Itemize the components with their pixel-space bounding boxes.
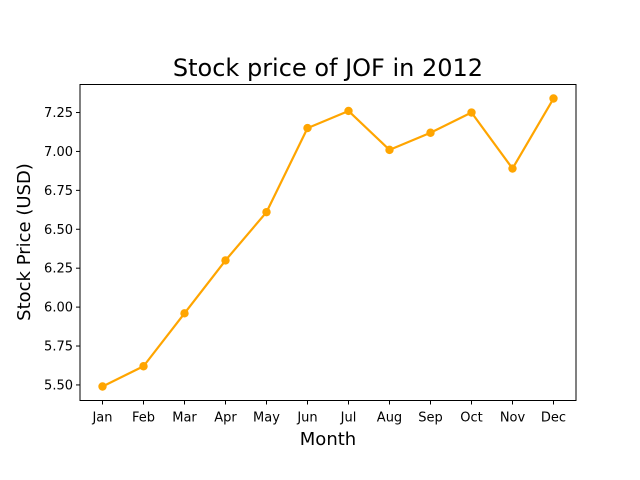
x-tick-label: Jan — [91, 411, 112, 426]
data-point-nov — [508, 164, 517, 173]
x-tick-label: Feb — [132, 411, 155, 426]
y-tick-label: 6.50 — [44, 223, 73, 238]
data-point-sep — [426, 128, 435, 137]
x-tick-label: Aug — [377, 411, 402, 426]
data-point-oct — [467, 108, 476, 117]
x-axis-ticks: Jan Feb Mar Apr May Jun Jul Aug Sep Oct Nov Dec — [91, 400, 566, 426]
data-point-jun — [303, 123, 312, 133]
y-tick-label: 6.25 — [44, 262, 73, 277]
data-point-aug — [385, 145, 394, 155]
plot-frame — [79, 84, 577, 401]
data-point-apr — [221, 256, 230, 265]
data-point-may — [262, 207, 271, 217]
y-tick-label: 5.75 — [44, 340, 73, 355]
x-axis-label: Month — [300, 429, 356, 450]
y-tick-label: 5.50 — [44, 378, 73, 393]
data-point-jul — [344, 106, 353, 116]
x-tick-label: Mar — [172, 411, 197, 426]
x-tick-label: Dec — [541, 411, 566, 426]
data-point-mar — [180, 309, 189, 318]
y-axis-label: Stock Price (USD) — [14, 163, 35, 321]
series-group — [98, 94, 558, 391]
y-axis-ticks: 5.50 5.75 6.00 6.25 6.50 6.75 7.00 7.25 — [44, 106, 80, 393]
y-tick-label: 6.00 — [44, 301, 73, 316]
x-tick-label: Jun — [296, 411, 317, 426]
chart-title: Stock price of JOF in 2012 — [173, 54, 483, 82]
y-tick-label: 7.00 — [44, 145, 73, 160]
data-point-jan — [98, 382, 107, 391]
x-tick-label: Jul — [340, 411, 357, 426]
x-tick-label: Sep — [418, 411, 443, 426]
y-tick-label: 6.75 — [44, 184, 73, 199]
data-point-feb — [139, 362, 148, 371]
x-tick-label: Apr — [214, 411, 237, 426]
series-line — [102, 97, 555, 388]
y-tick-label: 7.25 — [44, 106, 73, 121]
x-tick-label: Nov — [500, 411, 526, 426]
x-tick-label: May — [253, 411, 280, 426]
data-point-dec — [549, 94, 558, 103]
x-tick-label: Oct — [460, 411, 482, 426]
